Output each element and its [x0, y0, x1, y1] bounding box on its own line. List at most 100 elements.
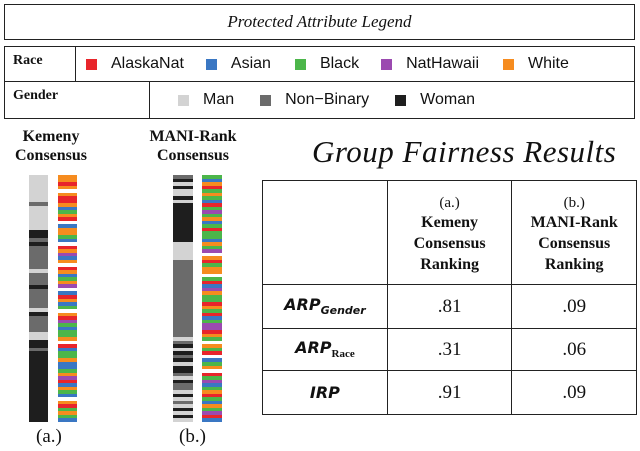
gender-segment — [29, 222, 48, 226]
race-segment — [58, 200, 77, 203]
legend-label-alaskanat: AlaskaNat — [111, 55, 184, 72]
gender-segment — [173, 299, 193, 302]
gender-segment — [29, 300, 48, 304]
gender-segment — [173, 380, 193, 383]
gender-segment — [173, 415, 193, 418]
race-segment — [58, 260, 77, 263]
mani-title-line1: MANI-Rank — [149, 128, 237, 145]
legend-item-asian: Asian — [205, 55, 271, 73]
gender-segment — [29, 199, 48, 202]
gender-segment — [173, 203, 193, 207]
race-segment — [202, 210, 222, 214]
race-segment — [58, 344, 77, 348]
race-segment — [202, 380, 222, 383]
race-items: AlaskaNat Asian Black NatHawaii White — [76, 46, 635, 82]
legend-label-nathawaii: NatHawaii — [406, 55, 479, 72]
race-segment — [58, 207, 77, 210]
race-segment — [58, 316, 77, 320]
gender-segment — [29, 191, 48, 195]
gender-segment — [29, 402, 48, 406]
gender-segment — [173, 330, 193, 334]
gender-segment — [173, 242, 193, 246]
legend-item-nathawaii: NatHawaii — [381, 55, 479, 73]
gender-segment — [29, 316, 48, 320]
gender-segment — [29, 187, 48, 191]
legend-row-race: Race AlaskaNat Asian Black NatHawaii Whi… — [4, 46, 635, 82]
race-segment — [202, 179, 222, 182]
race-segment — [202, 284, 222, 288]
gender-segment — [173, 383, 193, 387]
gender-segment — [173, 231, 193, 235]
gender-segment — [173, 418, 193, 422]
metric-arp-gender: ARPGender — [262, 284, 388, 329]
race-segment — [58, 253, 77, 256]
swatch-nathawaii — [381, 58, 393, 70]
race-segment — [202, 344, 222, 348]
value-irp-mani: .09 — [511, 370, 637, 415]
row-arp-gender: ARPGender .81 .09 — [262, 284, 637, 329]
swatch-non-binary — [260, 94, 272, 106]
race-segment — [202, 387, 222, 390]
gender-segment — [173, 228, 193, 231]
race-segment — [58, 415, 77, 418]
race-segment — [58, 284, 77, 288]
gender-segment — [173, 207, 193, 210]
gender-segment — [173, 411, 193, 415]
mani-gender-bar — [173, 175, 193, 422]
race-segment — [202, 313, 222, 316]
header-kemeny-line3: Ranking — [420, 255, 479, 273]
mani-panel-label: (b.) — [179, 426, 206, 447]
race-segment — [202, 239, 222, 242]
gender-segment — [173, 401, 193, 404]
legend-item-non-binary: Non−Binary — [260, 91, 369, 109]
gender-segment — [173, 362, 193, 366]
gender-segment — [173, 341, 193, 344]
race-segment — [58, 369, 77, 373]
race-segment — [202, 263, 222, 267]
gender-segment — [29, 179, 48, 183]
race-segment — [202, 175, 222, 179]
race-segment — [58, 390, 77, 394]
race-segment — [202, 418, 222, 422]
gender-segment — [173, 267, 193, 270]
gender-segment — [29, 320, 48, 324]
race-segment — [202, 277, 222, 281]
race-segment — [202, 376, 222, 380]
gender-segment — [29, 410, 48, 414]
gender-segment — [29, 281, 48, 285]
race-segment — [202, 295, 222, 299]
gender-segment — [29, 308, 48, 312]
race-segment — [202, 366, 222, 369]
gender-segment — [173, 284, 193, 288]
gender-segment — [29, 418, 48, 422]
gender-segment — [173, 249, 193, 253]
results-header-row: (a.) Kemeny Consensus Ranking (b.) MANI-… — [262, 180, 637, 285]
mani-title-line2: Consensus — [156, 147, 230, 164]
gender-segment — [173, 390, 193, 394]
gender-segment — [29, 242, 48, 246]
gender-segment — [173, 358, 193, 362]
value-arp-race-mani: .06 — [511, 328, 637, 371]
metric-arp-gender-main: ARP — [284, 295, 321, 315]
race-segment — [202, 299, 222, 302]
race-segment — [202, 281, 222, 284]
results-table: (a.) Kemeny Consensus Ranking (b.) MANI-… — [262, 180, 637, 415]
race-segment — [202, 334, 222, 337]
metric-arp-race-sub: Race — [331, 348, 355, 361]
gender-segment — [173, 337, 193, 341]
race-segment — [58, 231, 77, 235]
legend-label-asian: Asian — [230, 55, 271, 72]
race-segment — [58, 267, 77, 270]
gender-segment — [29, 246, 48, 249]
gender-segment — [173, 394, 193, 397]
race-segment — [58, 175, 77, 179]
race-segment — [58, 401, 77, 404]
gender-segment — [173, 348, 193, 351]
header-mani-line3: Ranking — [544, 255, 604, 273]
race-segment — [58, 182, 77, 186]
header-kemeny-line1: Kemeny — [421, 213, 479, 231]
gender-segment — [173, 366, 193, 369]
gender-segment — [173, 344, 193, 348]
gender-segment — [173, 313, 193, 316]
race-segment — [58, 228, 77, 231]
